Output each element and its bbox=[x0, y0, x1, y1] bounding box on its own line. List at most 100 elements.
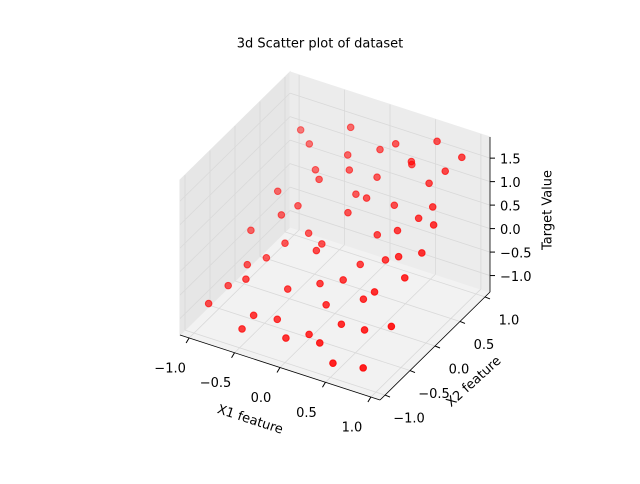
tick-mark bbox=[231, 352, 235, 358]
point bbox=[296, 126, 305, 134]
grid-line bbox=[179, 186, 291, 296]
grid-line bbox=[179, 116, 291, 225]
x-tick-label: 1.0 bbox=[342, 421, 363, 436]
point bbox=[318, 240, 326, 248]
z-tick-label: 0.5 bbox=[500, 200, 521, 215]
grid-line bbox=[289, 163, 491, 229]
point bbox=[238, 325, 246, 333]
point bbox=[346, 123, 355, 132]
point bbox=[373, 231, 382, 239]
grid-line bbox=[289, 116, 491, 183]
point bbox=[387, 322, 396, 331]
grid-line bbox=[184, 329, 386, 396]
point bbox=[390, 201, 399, 210]
tick-mark bbox=[484, 296, 491, 300]
point bbox=[425, 179, 433, 188]
y-tick-label: −1.0 bbox=[393, 412, 425, 427]
x-tick-label: −1.0 bbox=[154, 361, 186, 376]
x-axis-line bbox=[179, 334, 381, 401]
point bbox=[376, 145, 384, 154]
grid-line bbox=[289, 210, 491, 276]
point bbox=[305, 330, 313, 339]
tick-mark bbox=[434, 345, 441, 349]
x-tick-label: 0.0 bbox=[251, 391, 272, 406]
z-tick-label: 1.5 bbox=[500, 153, 521, 168]
grid-line bbox=[259, 256, 461, 322]
point bbox=[224, 281, 232, 290]
point bbox=[373, 173, 381, 181]
point bbox=[283, 285, 292, 293]
point bbox=[204, 299, 213, 308]
point bbox=[356, 260, 365, 269]
grid-line bbox=[234, 280, 436, 347]
point bbox=[281, 239, 289, 248]
point bbox=[243, 260, 252, 269]
point bbox=[381, 256, 390, 264]
point bbox=[345, 166, 354, 174]
point bbox=[400, 274, 409, 282]
point bbox=[391, 140, 400, 148]
grid-line bbox=[289, 186, 491, 253]
grid-line bbox=[179, 210, 291, 319]
point bbox=[305, 140, 314, 148]
point bbox=[337, 320, 346, 329]
grid-line bbox=[179, 163, 291, 272]
point bbox=[339, 276, 347, 284]
point bbox=[322, 300, 330, 309]
point bbox=[370, 288, 379, 296]
z-axis-label: Target Value bbox=[541, 170, 556, 251]
grid-line bbox=[179, 139, 291, 249]
point bbox=[359, 295, 368, 303]
z-tick-label: −0.5 bbox=[500, 247, 532, 262]
point bbox=[362, 194, 371, 202]
tick-mark bbox=[276, 367, 281, 373]
point bbox=[316, 279, 324, 288]
point bbox=[294, 201, 302, 210]
point bbox=[428, 203, 437, 211]
grid-line bbox=[289, 139, 491, 206]
x-tick-label: −0.5 bbox=[200, 376, 232, 391]
point bbox=[249, 311, 258, 320]
point bbox=[344, 208, 352, 217]
point bbox=[352, 190, 360, 198]
y-tick-label: −0.5 bbox=[418, 387, 450, 402]
tick-mark bbox=[409, 370, 416, 374]
point bbox=[273, 315, 282, 324]
y-tick-label: 0.5 bbox=[474, 338, 495, 353]
point bbox=[247, 226, 255, 235]
tick-mark bbox=[185, 337, 190, 344]
point bbox=[315, 175, 323, 184]
point bbox=[343, 151, 352, 159]
x-axis-label: X1 feature bbox=[215, 402, 285, 437]
tick-mark bbox=[322, 382, 326, 388]
point bbox=[408, 160, 416, 169]
point bbox=[458, 153, 466, 162]
point bbox=[304, 229, 313, 237]
grid-line bbox=[289, 92, 491, 159]
tick-mark bbox=[459, 320, 466, 324]
point bbox=[273, 187, 282, 196]
point bbox=[418, 249, 426, 257]
x-tick-label: 0.5 bbox=[296, 406, 317, 421]
point bbox=[242, 275, 250, 283]
tick-mark bbox=[384, 394, 391, 398]
y-axis-line bbox=[379, 291, 491, 401]
chart-title: 3d Scatter plot of dataset bbox=[237, 37, 404, 52]
y-tick-label: 0.0 bbox=[449, 363, 470, 378]
point bbox=[429, 221, 438, 229]
z-tick-label: 1.0 bbox=[500, 176, 521, 191]
point bbox=[360, 326, 369, 334]
point bbox=[441, 167, 450, 175]
point bbox=[277, 211, 286, 219]
point bbox=[393, 226, 402, 235]
y-tick-label: 1.0 bbox=[499, 313, 520, 328]
point bbox=[311, 166, 320, 174]
point bbox=[414, 214, 423, 223]
point bbox=[282, 334, 290, 342]
tick-mark bbox=[367, 396, 372, 403]
point bbox=[394, 252, 403, 261]
point bbox=[262, 254, 271, 262]
point bbox=[433, 137, 441, 146]
z-tick-label: 0.0 bbox=[500, 223, 521, 238]
